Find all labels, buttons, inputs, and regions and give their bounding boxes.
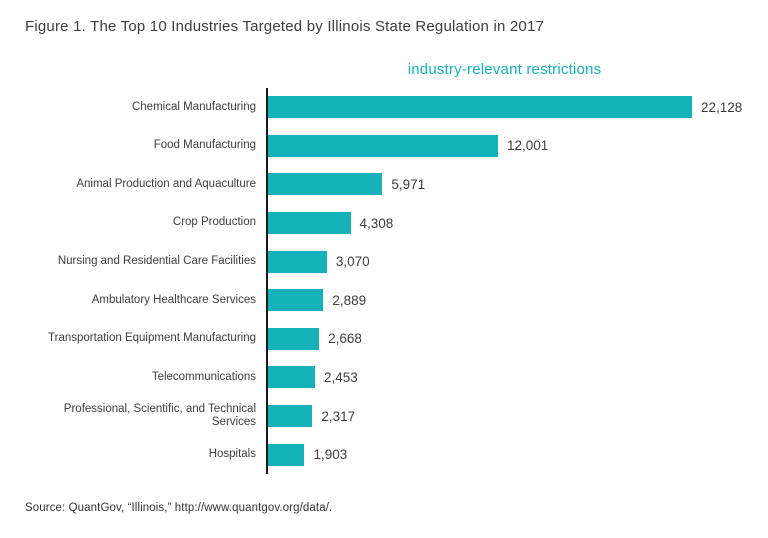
chart-header-spacer [25,61,266,88]
chart-axis-title: industry-relevant restrictions [407,61,602,78]
category-label: Food Manufacturing [153,139,256,152]
category-label: Transportation Equipment Manufacturing [48,332,256,345]
category-label: Hospitals [208,448,256,461]
bar [268,443,305,466]
category-label: Ambulatory Healthcare Services [91,293,256,306]
bar [268,134,498,157]
bar [268,289,324,312]
bar [268,327,320,350]
value-label: 12,001 [506,138,549,154]
bar-row: Telecommunications 2,453 [25,358,743,397]
figure-title: Figure 1. The Top 10 Industries Targeted… [25,18,545,35]
category-label: Crop Production [172,216,256,229]
bar-row: Professional, Scientific, and Technical … [25,396,743,436]
bar-chart: industry-relevant restrictions Chemical … [25,61,743,474]
bar-track: 2,889 [266,280,743,320]
value-label: 3,070 [335,254,370,270]
value-label: 2,453 [324,369,358,385]
value-label: 1,903 [313,447,348,463]
bar-row: Hospitals 1,903 [25,435,743,474]
bar-row: Nursing and Residential Care Facilities 3… [25,242,743,281]
bar-track: 2,668 [266,319,743,359]
source-note: Source: QuantGov, “Illinois,” http://www… [25,502,333,514]
bar-row: Ambulatory Healthcare Services 2,889 [25,280,743,320]
bar-track: 3,070 [266,242,743,281]
bar-row: Food Manufacturing 12,001 [25,126,743,166]
value-label: 2,668 [328,331,362,347]
value-label: 2,889 [332,292,367,308]
bar-track: 4,308 [266,203,743,243]
bar-track: 5,971 [266,165,743,204]
bar-row: Crop Production 4,308 [25,203,743,243]
bar [268,250,327,273]
bar [268,405,313,428]
chart-rows: Chemical Manufacturing 22,128 Food Manufac… [25,88,743,474]
bar [268,173,383,196]
bar-track: 2,453 [266,358,743,397]
category-label: Nursing and Residential Care Facilities [57,255,256,268]
category-label: Animal Production and Aquaculture [76,177,256,190]
category-label: Professional, Scientific, and Technical … [63,402,256,429]
bar [268,212,351,235]
bar-row: Chemical Manufacturing 22,128 [25,88,743,127]
value-label: 2,317 [321,408,356,424]
value-label: 4,308 [359,215,394,231]
bar-row: Transportation Equipment Manufacturing 2,… [25,319,743,359]
bar [268,366,315,389]
bar-track: 22,128 [266,88,743,127]
bar-track: 12,001 [266,126,743,166]
bar-track: 2,317 [266,396,743,436]
value-label: 22,128 [701,99,743,115]
bar [268,96,692,119]
bar-row: Animal Production and Aquaculture 5,971 [25,165,743,204]
category-label: Chemical Manufacturing [131,100,256,113]
value-label: 5,971 [391,176,426,192]
bar-track: 1,903 [266,435,743,474]
chart-header-row: industry-relevant restrictions [25,61,743,88]
category-label: Telecommunications [151,370,256,383]
